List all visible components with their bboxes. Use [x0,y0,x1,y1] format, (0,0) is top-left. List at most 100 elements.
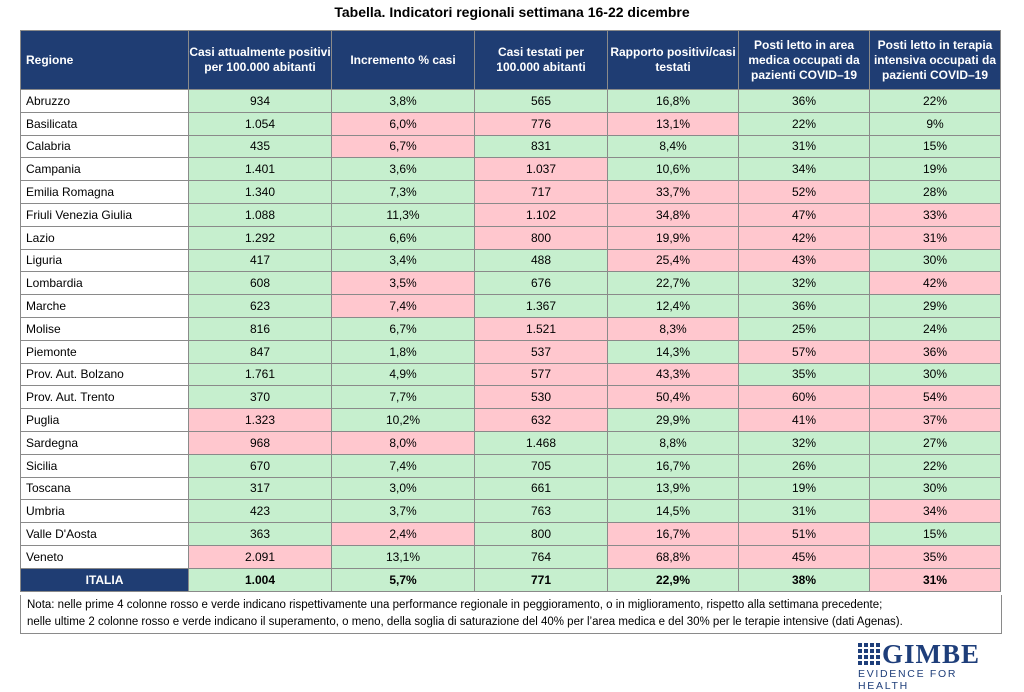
value-cell: 22% [869,453,1001,478]
value-cell: 60% [738,385,870,410]
value-cell: 33,7% [607,180,739,204]
table-row: Valle D'Aosta 363 2,4% 800 16,7% 51% 15% [20,522,1001,546]
value-cell: 2,4% [331,522,475,546]
value-cell: 6,0% [331,111,475,136]
region-cell: ITALIA [20,567,189,592]
value-cell: 30% [869,248,1001,273]
value-cell: 11,3% [331,202,475,227]
value-cell: 30% [869,476,1001,501]
table-row: Sardegna 968 8,0% 1.468 8,8% 32% 27% [20,430,1001,455]
value-cell: 1.037 [474,157,608,182]
value-cell: 22,7% [607,271,739,296]
value-cell: 7,7% [331,385,475,410]
value-cell: 8,8% [607,430,739,455]
value-cell: 13,1% [607,111,739,136]
value-cell: 16,8% [607,89,739,113]
region-cell: Friuli Venezia Giulia [20,202,189,227]
value-cell: 41% [738,408,870,432]
value-cell: 45% [738,544,870,569]
value-cell: 28% [869,180,1001,204]
value-cell: 8,3% [607,316,739,341]
region-cell: Umbria [20,499,189,524]
value-cell: 577 [474,362,608,387]
value-cell: 676 [474,271,608,296]
header-row: Regione Casi attualmente positivi per 10… [20,30,1001,90]
gimbe-logo: GIMBE EVIDENCE FOR HEALTH [858,640,998,692]
table-row: Umbria 423 3,7% 763 14,5% 31% 34% [20,499,1001,524]
region-cell: Prov. Aut. Bolzano [20,362,189,387]
value-cell: 771 [474,567,608,592]
table-row: Prov. Aut. Trento 370 7,7% 530 50,4% 60% 54% [20,385,1001,410]
region-cell: Veneto [20,544,189,569]
column-header-casi-testati: Casi testati per 100.000 abitanti [474,30,608,90]
value-cell: 831 [474,134,608,159]
value-cell: 1.468 [474,430,608,455]
table-row: Friuli Venezia Giulia 1.088 11,3% 1.102 34,8… [20,202,1001,227]
value-cell: 36% [738,294,870,318]
value-cell: 38% [738,567,870,592]
value-cell: 54% [869,385,1001,410]
value-cell: 29% [869,294,1001,318]
table-row: Liguria 417 3,4% 488 25,4% 43% 30% [20,248,1001,273]
value-cell: 14,5% [607,499,739,524]
value-cell: 27% [869,430,1001,455]
value-cell: 35% [869,544,1001,569]
value-cell: 363 [188,522,332,546]
value-cell: 764 [474,544,608,569]
value-cell: 13,1% [331,544,475,569]
region-cell: Sicilia [20,453,189,478]
region-cell: Lazio [20,225,189,250]
value-cell: 22% [869,89,1001,113]
value-cell: 8,0% [331,430,475,455]
value-cell: 816 [188,316,332,341]
table-row: Calabria 435 6,7% 831 8,4% 31% 15% [20,134,1001,159]
column-header-rapporto: Rapporto positivi/casi testati [607,30,739,90]
region-cell: Molise [20,316,189,341]
value-cell: 13,9% [607,476,739,501]
table-row: Campania 1.401 3,6% 1.037 10,6% 34% 19% [20,157,1001,182]
value-cell: 537 [474,339,608,364]
value-cell: 36% [738,89,870,113]
value-cell: 31% [869,567,1001,592]
value-cell: 16,7% [607,453,739,478]
value-cell: 30% [869,362,1001,387]
value-cell: 51% [738,522,870,546]
value-cell: 3,8% [331,89,475,113]
value-cell: 2.091 [188,544,332,569]
table-title: Tabella. Indicatori regionali settimana … [334,4,690,20]
value-cell: 57% [738,339,870,364]
value-cell: 14,3% [607,339,739,364]
region-cell: Piemonte [20,339,189,364]
value-cell: 25,4% [607,248,739,273]
value-cell: 31% [738,499,870,524]
value-cell: 32% [738,271,870,296]
value-cell: 25% [738,316,870,341]
value-cell: 31% [738,134,870,159]
value-cell: 717 [474,180,608,204]
value-cell: 9% [869,111,1001,136]
region-cell: Toscana [20,476,189,501]
value-cell: 34% [869,499,1001,524]
value-cell: 800 [474,225,608,250]
value-cell: 417 [188,248,332,273]
value-cell: 1.340 [188,180,332,204]
value-cell: 7,4% [331,294,475,318]
region-cell: Prov. Aut. Trento [20,385,189,410]
value-cell: 1.323 [188,408,332,432]
value-cell: 3,0% [331,476,475,501]
value-cell: 43% [738,248,870,273]
value-cell: 15% [869,134,1001,159]
table-row: Molise 816 6,7% 1.521 8,3% 25% 24% [20,316,1001,341]
table-row: Basilicata 1.054 6,0% 776 13,1% 22% 9% [20,111,1001,136]
value-cell: 4,9% [331,362,475,387]
value-cell: 19% [869,157,1001,182]
column-header-area-medica: Posti letto in area medica occupati da p… [738,30,870,90]
value-cell: 763 [474,499,608,524]
value-cell: 10,2% [331,408,475,432]
value-cell: 42% [869,271,1001,296]
value-cell: 5,7% [331,567,475,592]
value-cell: 847 [188,339,332,364]
value-cell: 705 [474,453,608,478]
value-cell: 6,7% [331,316,475,341]
value-cell: 934 [188,89,332,113]
